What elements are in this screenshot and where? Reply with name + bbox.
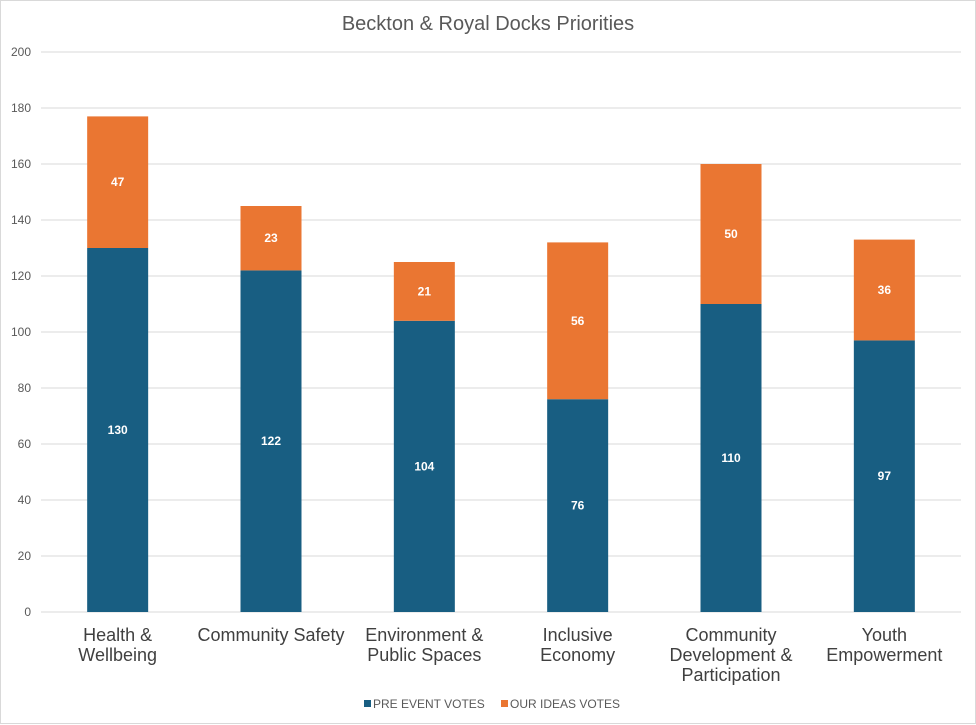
x-tick-line: Development &	[669, 645, 792, 665]
y-tick-label: 120	[11, 269, 31, 283]
data-label: 104	[414, 459, 434, 473]
data-labels: 130 47 122 23 104 21 76 56 110 50 97 36	[108, 175, 892, 512]
x-tick-line: Public Spaces	[367, 645, 481, 665]
bars	[87, 116, 915, 612]
gridlines	[41, 51, 961, 613]
data-label: 130	[108, 423, 128, 437]
data-label: 97	[878, 469, 892, 483]
legend: PRE EVENT VOTES OUR IDEAS VOTES	[364, 697, 620, 711]
data-label: 110	[721, 451, 741, 465]
bar-our-ideas-2	[393, 262, 455, 321]
data-label: 23	[264, 231, 278, 245]
y-tick-label: 100	[11, 325, 31, 339]
x-tick-label: Community Development & Participation	[669, 625, 792, 685]
bar-our-ideas-1	[240, 206, 302, 271]
chart-title: Beckton & Royal Docks Priorities	[342, 13, 634, 35]
y-tick-label: 80	[18, 381, 32, 395]
x-tick-label: Health & Wellbeing	[78, 625, 157, 665]
y-tick-label: 160	[11, 157, 31, 171]
x-tick-label: Environment & Public Spaces	[365, 625, 483, 665]
y-tick-label: 200	[11, 45, 31, 59]
bar-our-ideas-5	[853, 239, 915, 341]
bar-our-ideas-3	[547, 242, 609, 400]
bar-our-ideas-0	[87, 116, 149, 249]
legend-label: PRE EVENT VOTES	[373, 697, 485, 711]
data-label: 36	[878, 283, 892, 297]
x-tick-line: Health &	[83, 625, 152, 645]
bar-pre-event-5	[853, 340, 915, 612]
legend-swatch	[501, 700, 508, 707]
bar-pre-event-0	[87, 248, 149, 612]
x-tick-line: Participation	[681, 665, 780, 685]
y-tick-label: 20	[18, 549, 32, 563]
x-tick-line: Inclusive	[543, 625, 613, 645]
data-label: 50	[724, 227, 738, 241]
x-tick-label: Community Safety	[197, 625, 344, 645]
x-tick-line: Youth	[862, 625, 907, 645]
legend-label: OUR IDEAS VOTES	[510, 697, 620, 711]
data-label: 21	[418, 284, 432, 298]
bar-pre-event-3	[547, 399, 609, 612]
y-tick-label: 180	[11, 101, 31, 115]
data-label: 122	[261, 434, 281, 448]
y-tick-label: 0	[24, 605, 31, 619]
y-axis-ticks: 0 20 40 60 80 100 120 140 160 180 200	[11, 45, 31, 619]
bar-our-ideas-4	[700, 164, 762, 304]
x-axis-ticks: Health & Wellbeing Community Safety Environ…	[78, 625, 942, 685]
data-label: 76	[571, 499, 585, 513]
legend-swatch	[364, 700, 371, 707]
x-tick-line: Economy	[540, 645, 615, 665]
bar-pre-event-4	[700, 304, 762, 612]
y-tick-label: 60	[18, 437, 32, 451]
x-tick-label: Youth Empowerment	[826, 625, 942, 665]
x-tick-line: Community Safety	[197, 625, 344, 645]
x-tick-line: Environment &	[365, 625, 483, 645]
data-label: 47	[111, 175, 125, 189]
bar-pre-event-1	[240, 270, 302, 612]
bar-pre-event-2	[393, 320, 455, 612]
x-tick-line: Community	[685, 625, 776, 645]
x-tick-line: Empowerment	[826, 645, 942, 665]
y-tick-label: 140	[11, 213, 31, 227]
y-tick-label: 40	[18, 493, 32, 507]
x-tick-label: Inclusive Economy	[540, 625, 615, 665]
data-label: 56	[571, 314, 585, 328]
x-tick-line: Wellbeing	[78, 645, 157, 665]
